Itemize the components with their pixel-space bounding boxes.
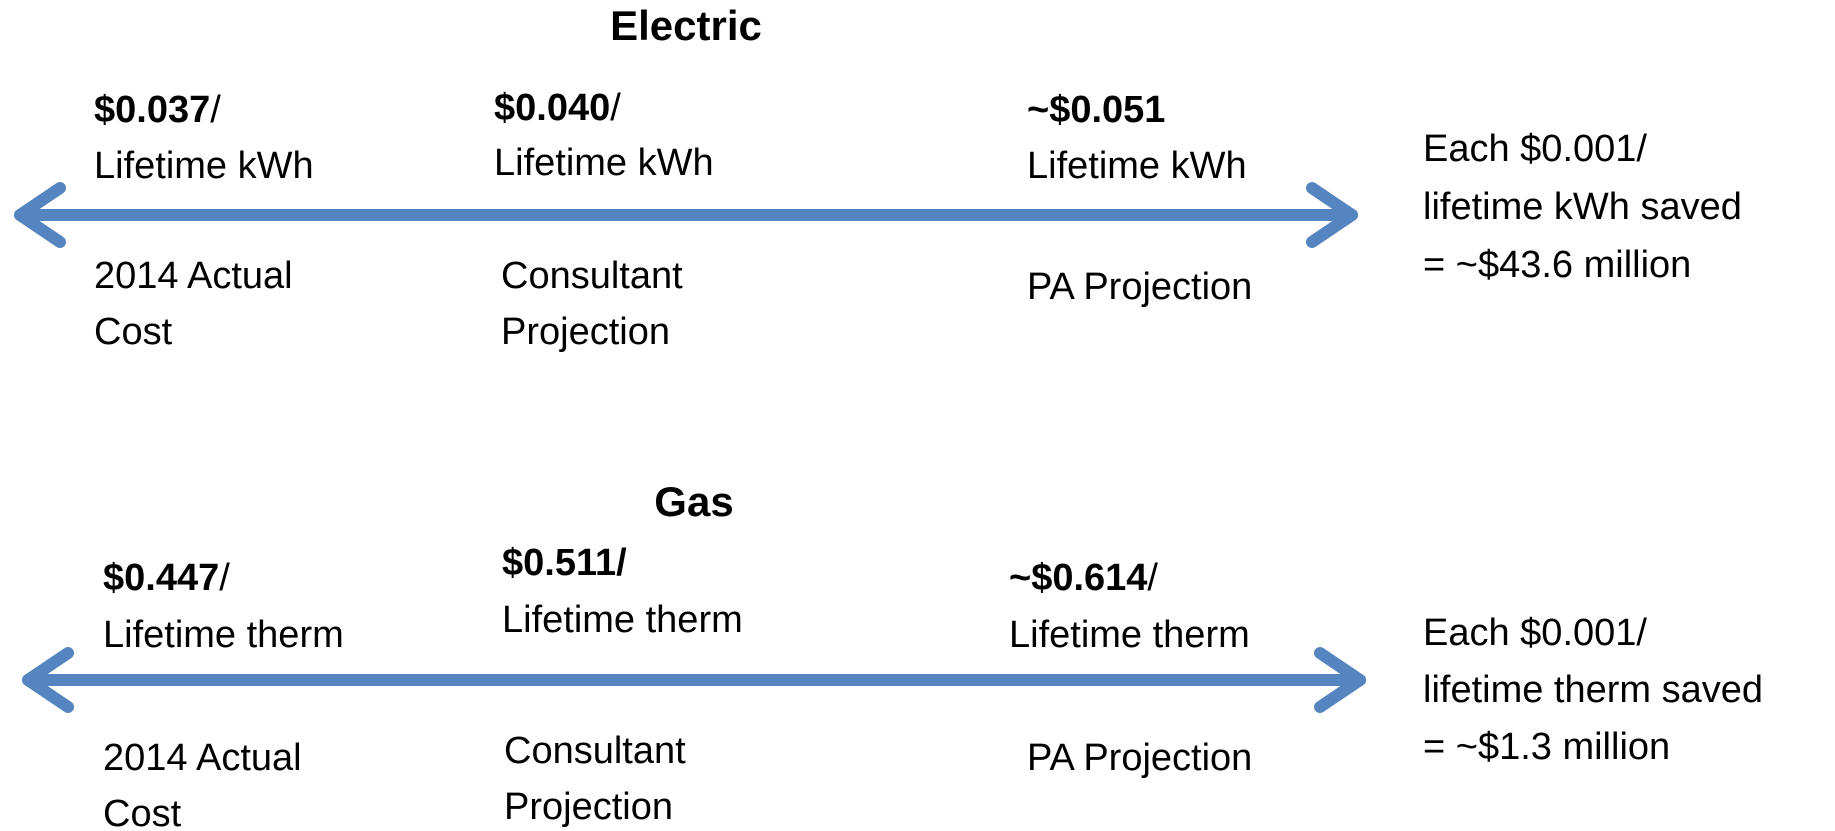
unit: Lifetime kWh [494, 142, 714, 184]
section-title: Gas [654, 478, 733, 525]
point-label: 2014 Actual [94, 255, 293, 297]
point-label: Cost [103, 793, 182, 831]
price-suffix: / [210, 89, 221, 131]
point-label: PA Projection [1027, 266, 1252, 308]
electric-arrow-left-head [14, 182, 66, 248]
note: Each $0.001/ [1423, 612, 1647, 654]
price-value: $0.037 [94, 89, 210, 131]
price-value: ~$0.614 [1009, 557, 1147, 599]
price: $0.511/ [502, 542, 627, 584]
price-value: ~$0.051 [1027, 89, 1165, 131]
gas-arrow-right-head [1314, 647, 1366, 713]
note: = ~$43.6 million [1423, 244, 1691, 286]
point-label: 2014 Actual [103, 737, 302, 779]
note: lifetime kWh saved [1423, 186, 1742, 228]
unit: Lifetime kWh [94, 145, 314, 187]
point-label: Consultant [501, 255, 683, 297]
section-title: Electric [610, 2, 762, 49]
price-value: $0.447 [103, 557, 219, 599]
point-label: Projection [504, 786, 673, 828]
price-value: $0.511/ [502, 542, 627, 584]
note: lifetime therm saved [1423, 669, 1763, 711]
price: ~$0.614/ [1009, 557, 1158, 599]
point-label: Cost [94, 311, 173, 353]
note: = ~$1.3 million [1423, 726, 1670, 768]
gas-arrow-left-head [22, 647, 74, 713]
unit: Lifetime kWh [1027, 145, 1247, 187]
unit: Lifetime therm [502, 599, 743, 641]
price-suffix: / [610, 87, 621, 129]
price: $0.040/ [494, 87, 621, 129]
point-label: PA Projection [1027, 737, 1252, 779]
price-suffix: / [1147, 557, 1158, 599]
price: ~$0.051 [1027, 89, 1165, 131]
electric-arrow-right-head [1306, 182, 1358, 248]
unit: Lifetime therm [1009, 614, 1250, 656]
point-label: Consultant [504, 730, 686, 772]
price: $0.037/ [94, 89, 221, 131]
point-label: Projection [501, 311, 670, 353]
price-suffix: / [219, 557, 230, 599]
note: Each $0.001/ [1423, 128, 1647, 170]
price-value: $0.040 [494, 87, 610, 129]
price: $0.447/ [103, 557, 230, 599]
arrows [14, 182, 1366, 713]
unit: Lifetime therm [103, 614, 344, 656]
